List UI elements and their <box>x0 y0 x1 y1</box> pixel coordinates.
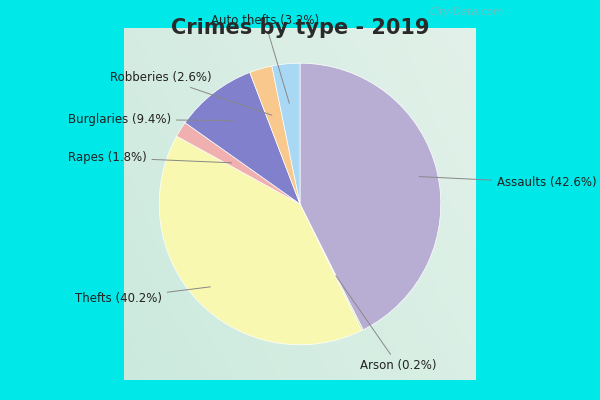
Text: Assaults (42.6%): Assaults (42.6%) <box>419 176 597 189</box>
Wedge shape <box>250 66 300 204</box>
Wedge shape <box>185 72 300 204</box>
Wedge shape <box>159 136 362 345</box>
Text: City-Data.com: City-Data.com <box>430 7 504 17</box>
Text: Auto thefts (3.2%): Auto thefts (3.2%) <box>211 14 319 103</box>
Wedge shape <box>300 63 441 330</box>
Wedge shape <box>272 63 300 204</box>
Text: Arson (0.2%): Arson (0.2%) <box>336 276 437 372</box>
Text: Thefts (40.2%): Thefts (40.2%) <box>75 287 211 305</box>
Text: Burglaries (9.4%): Burglaries (9.4%) <box>68 113 232 126</box>
Text: Crimes by type - 2019: Crimes by type - 2019 <box>171 18 429 38</box>
Wedge shape <box>300 204 363 331</box>
Text: Rapes (1.8%): Rapes (1.8%) <box>68 151 232 164</box>
Text: Robberies (2.6%): Robberies (2.6%) <box>110 71 272 115</box>
Wedge shape <box>176 123 300 204</box>
